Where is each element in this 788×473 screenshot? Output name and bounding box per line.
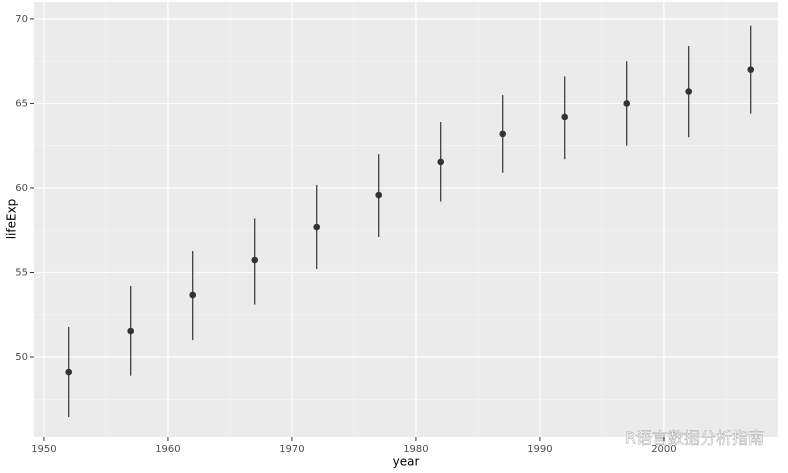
y-tick-label: 55 xyxy=(15,268,28,279)
x-tick-label: 1950 xyxy=(31,444,56,455)
point xyxy=(65,368,73,376)
point xyxy=(313,223,321,231)
x-tick-label: 1980 xyxy=(403,444,428,455)
point xyxy=(499,130,507,138)
point xyxy=(623,100,631,107)
point xyxy=(561,113,569,121)
point xyxy=(685,88,693,95)
watermark: R语言数据分析指南 xyxy=(625,429,764,448)
x-tick-label: 1960 xyxy=(155,444,180,455)
point xyxy=(189,291,197,299)
x-tick-label: 2000 xyxy=(651,444,676,455)
panel-background xyxy=(34,2,778,437)
y-tick-label: 60 xyxy=(15,183,28,194)
y-axis-title: lifeExp xyxy=(5,199,19,240)
x-tick-label: 1970 xyxy=(279,444,304,455)
x-axis-title: year xyxy=(393,455,420,469)
point xyxy=(127,327,135,335)
y-tick-label: 65 xyxy=(15,98,28,109)
grid xyxy=(34,2,778,437)
point xyxy=(437,158,445,166)
x-tick-label: 1990 xyxy=(527,444,552,455)
y-tick-label: 50 xyxy=(15,352,28,363)
point xyxy=(747,66,755,73)
y-tick-label: 70 xyxy=(15,14,28,25)
point xyxy=(375,191,383,199)
point xyxy=(251,256,259,264)
marks xyxy=(65,25,755,418)
